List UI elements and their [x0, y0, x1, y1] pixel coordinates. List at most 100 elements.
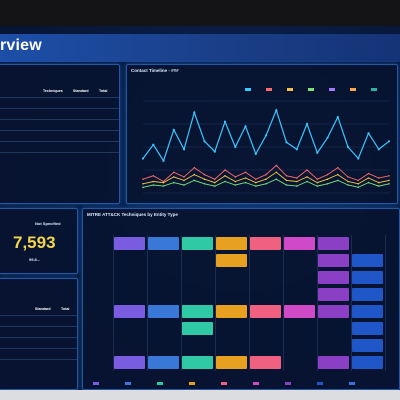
timeline-title: Contact Timeline - ###	[131, 68, 179, 73]
table-cell: Total	[99, 89, 108, 93]
left-table-panel: Techniques Standard Total	[0, 64, 120, 204]
legend-item	[253, 381, 260, 385]
series-point	[367, 181, 370, 184]
legend-item	[349, 381, 356, 385]
heatmap-cell	[114, 237, 145, 250]
series-point	[193, 179, 196, 182]
left-table2-panel: Standard Total	[0, 278, 78, 390]
series-point	[357, 186, 360, 189]
series-point	[193, 166, 196, 169]
series-point	[336, 116, 339, 119]
table-cell: Standard	[73, 89, 89, 93]
series-point	[234, 176, 237, 178]
series-point	[306, 176, 308, 178]
legend-item	[245, 87, 252, 91]
table-divider	[0, 97, 119, 98]
heatmap-cell	[352, 356, 383, 369]
series-point	[244, 125, 247, 128]
legend-item	[266, 87, 273, 91]
series-point	[285, 184, 288, 186]
series-point	[152, 175, 155, 177]
table-row	[0, 351, 77, 359]
kpi-panel: Not Specified 7,593 99.8...	[0, 208, 78, 274]
table-row	[0, 340, 77, 348]
grid-line	[249, 235, 250, 371]
series-point	[296, 177, 298, 179]
series-point	[224, 180, 226, 183]
grid-line	[181, 235, 182, 371]
heatmap-cell	[182, 322, 213, 335]
legend-item	[329, 87, 336, 91]
table-cell: Standard	[35, 307, 51, 311]
series-point	[244, 181, 247, 184]
series-point	[305, 122, 309, 126]
series-point	[193, 173, 196, 176]
table-header-row: Standard Total	[0, 307, 77, 315]
series-point	[234, 180, 237, 183]
series-point	[264, 134, 268, 137]
heatmap-cell	[216, 305, 247, 318]
heatmap-cell	[182, 237, 213, 250]
series-point	[255, 181, 257, 184]
table-divider	[0, 315, 77, 316]
heatmap-cell	[352, 288, 383, 301]
legend-item	[317, 381, 324, 385]
series-point	[223, 120, 227, 123]
series-point	[347, 184, 349, 186]
series-point	[254, 152, 257, 155]
heatmap-cell	[182, 356, 213, 369]
series-point	[203, 173, 206, 176]
series-point	[214, 178, 216, 180]
series-point	[296, 185, 298, 187]
series-point	[142, 183, 144, 185]
series-point	[357, 179, 360, 182]
series-point	[275, 178, 278, 180]
table-row	[0, 144, 119, 152]
series-point	[141, 157, 145, 160]
series-point	[378, 181, 380, 184]
series-point	[234, 145, 237, 149]
series-point	[213, 150, 216, 153]
series-point	[357, 183, 360, 185]
series-point	[183, 179, 185, 182]
series-point	[295, 148, 298, 151]
header-bar: rview	[0, 34, 400, 62]
series-point	[152, 184, 155, 186]
series-point	[173, 176, 175, 178]
series-point	[162, 185, 165, 187]
grid-line	[113, 235, 114, 371]
series-point	[224, 169, 226, 171]
series-point	[275, 164, 278, 167]
heatmap-cell	[216, 237, 247, 250]
series-point	[162, 159, 165, 162]
series-point	[378, 185, 380, 187]
series-point	[388, 179, 390, 182]
series-point	[326, 178, 329, 180]
series-point	[337, 173, 339, 176]
series-point	[306, 180, 308, 183]
table-row	[0, 122, 119, 130]
legend-item	[285, 381, 292, 385]
series-point	[152, 180, 155, 183]
series-point	[285, 141, 288, 144]
series-point	[275, 171, 278, 174]
table-divider	[0, 152, 119, 153]
table-cell: Total	[61, 307, 70, 311]
heatmap-cell	[318, 305, 349, 318]
series-point	[265, 173, 267, 176]
series-point	[367, 132, 370, 135]
heatmap-cell	[148, 237, 179, 250]
kpi-value: 7,593	[13, 233, 56, 252]
heatmap-cell	[352, 322, 383, 335]
series-point	[224, 175, 226, 177]
legend-item	[189, 381, 196, 385]
grid-line	[351, 235, 352, 371]
heatmap-cell	[318, 271, 349, 284]
series-point	[265, 178, 267, 180]
series-point	[337, 179, 339, 182]
series-point	[377, 148, 380, 151]
series-point	[326, 173, 329, 176]
heatmap-cell	[148, 305, 179, 318]
heatmap-cell	[216, 254, 247, 267]
table-divider	[0, 359, 77, 360]
